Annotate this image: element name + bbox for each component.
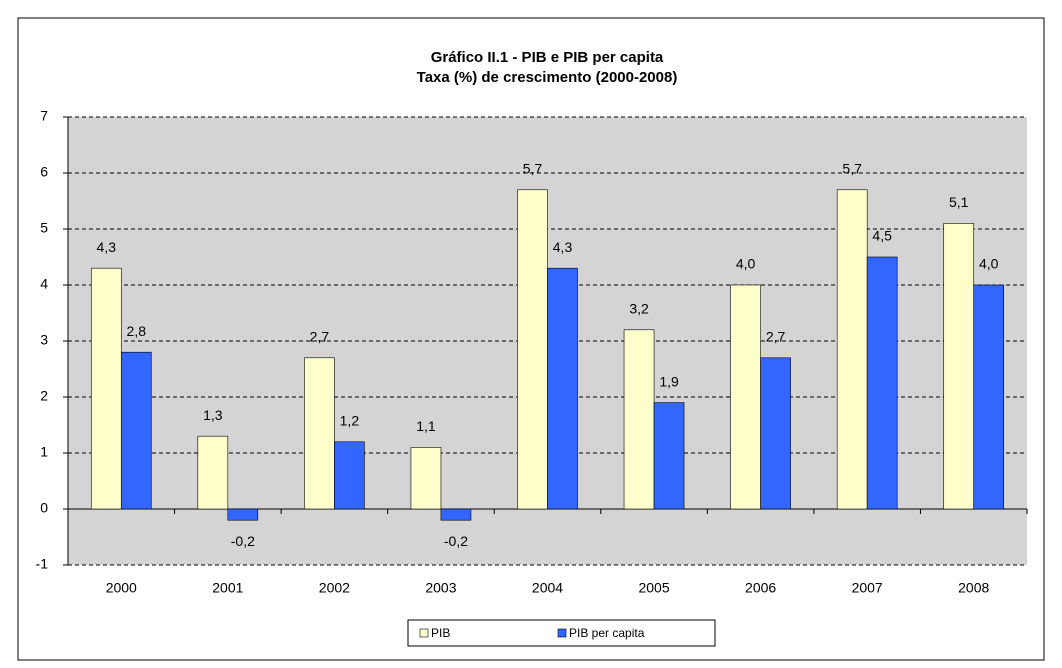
value-label: 5,7	[523, 161, 543, 177]
x-tick-label: 2003	[425, 580, 456, 596]
value-label: 2,8	[127, 323, 147, 339]
value-label: 2,7	[310, 329, 330, 345]
y-tick-label: -1	[36, 556, 49, 572]
y-tick-label: 1	[40, 444, 48, 460]
legend-swatch	[419, 628, 429, 638]
x-tick-label: 2004	[532, 580, 563, 596]
bar	[517, 189, 548, 510]
value-label: 1,9	[659, 373, 679, 389]
value-label: 4,3	[97, 239, 117, 255]
legend-label: PIB per capita	[569, 626, 645, 640]
legend-swatch	[557, 628, 567, 638]
bar	[440, 508, 472, 521]
value-label: 3,2	[629, 301, 649, 317]
bar	[410, 447, 442, 510]
bar	[760, 357, 791, 510]
y-tick-label: 7	[40, 108, 48, 124]
x-tick-label: 2002	[319, 580, 350, 596]
x-tick-label: 2008	[958, 580, 989, 596]
x-tick-label: 2005	[638, 580, 669, 596]
chart-title: Gráfico II.1 - PIB e PIB per capita	[431, 49, 664, 66]
x-tick-label: 2007	[852, 580, 883, 596]
y-tick-label: 5	[40, 220, 48, 236]
value-label: 4,0	[979, 256, 999, 272]
value-label: -0,2	[231, 533, 255, 549]
bar	[120, 351, 152, 510]
bar	[334, 441, 365, 510]
value-label: 1,1	[416, 418, 436, 434]
bar	[653, 402, 685, 510]
y-tick-label: 3	[40, 332, 48, 348]
bar	[90, 267, 122, 510]
bar	[730, 284, 761, 510]
bar	[304, 357, 335, 510]
y-tick-label: 0	[40, 500, 48, 516]
bar	[943, 223, 975, 510]
x-tick-label: 2000	[106, 580, 137, 596]
value-label: 5,7	[842, 161, 862, 177]
bar	[547, 267, 578, 510]
bar	[973, 284, 1005, 510]
value-label: 1,3	[203, 407, 223, 423]
bar	[836, 189, 868, 510]
value-label: -0,2	[444, 533, 468, 549]
value-label: 2,7	[766, 329, 786, 345]
bar	[227, 508, 259, 521]
y-tick-label: 6	[40, 164, 48, 180]
bar	[866, 256, 898, 510]
x-tick-label: 2001	[212, 580, 243, 596]
y-tick-label: 4	[40, 276, 48, 292]
x-tick-label: 2006	[745, 580, 776, 596]
bar	[623, 329, 655, 510]
value-label: 1,2	[340, 413, 360, 429]
y-tick-label: 2	[40, 388, 48, 404]
bar	[197, 435, 229, 510]
value-label: 5,1	[949, 194, 969, 210]
value-label: 4,3	[553, 239, 573, 255]
value-label: 4,0	[736, 256, 756, 272]
legend-label: PIB	[431, 626, 450, 640]
chart-subtitle: Taxa (%) de crescimento (2000-2008)	[417, 69, 678, 86]
value-label: 4,5	[872, 228, 892, 244]
